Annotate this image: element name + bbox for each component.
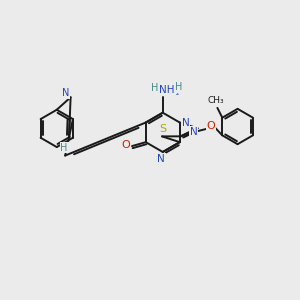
Text: H: H	[61, 143, 68, 153]
Text: NH: NH	[159, 85, 174, 95]
Text: H: H	[151, 83, 159, 93]
Text: O: O	[207, 121, 215, 130]
Text: N: N	[190, 127, 197, 137]
Text: O: O	[122, 140, 130, 150]
Text: CH₃: CH₃	[207, 97, 224, 106]
Text: N: N	[157, 154, 165, 164]
Text: S: S	[159, 124, 167, 134]
Text: N: N	[62, 88, 69, 98]
Text: N: N	[182, 118, 190, 128]
Text: ₂: ₂	[176, 88, 179, 97]
Text: H: H	[175, 82, 182, 92]
